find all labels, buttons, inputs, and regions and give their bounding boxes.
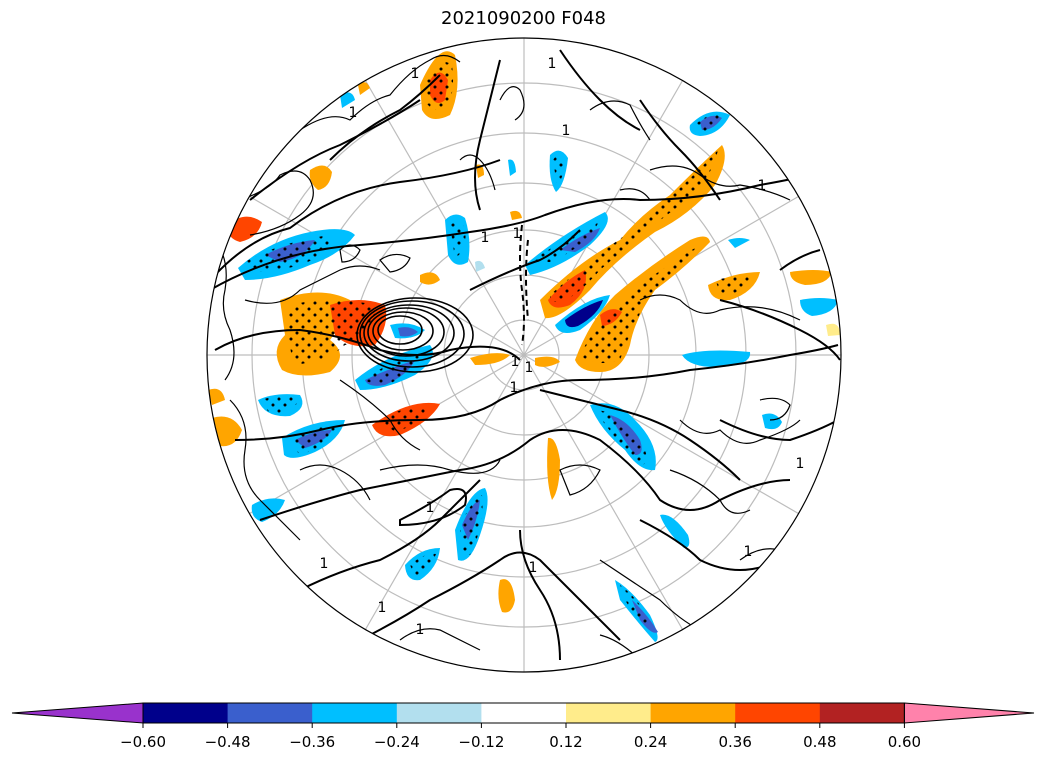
colorbar-extend-high bbox=[903, 702, 1035, 724]
colorbar-block bbox=[227, 703, 313, 723]
colorbar-tick-label: −0.60 bbox=[120, 733, 166, 751]
contour-label: 1 bbox=[548, 56, 557, 72]
colorbar-tick-label: −0.12 bbox=[458, 733, 504, 751]
dashed-contours bbox=[519, 224, 529, 346]
contour-label: 1 bbox=[416, 622, 425, 638]
colorbar-block bbox=[566, 703, 652, 723]
colorbar-tick-label: −0.48 bbox=[205, 733, 251, 751]
colorbar-block bbox=[650, 703, 736, 723]
colorbar-tick-label: 0.48 bbox=[803, 733, 836, 751]
colorbar-block bbox=[143, 703, 229, 723]
contour-label: 1 bbox=[378, 600, 387, 616]
contour-label: 1 bbox=[758, 178, 767, 194]
colorbar-block bbox=[481, 703, 567, 723]
significance-stippling bbox=[245, 62, 755, 625]
contour-label: 1 bbox=[320, 556, 329, 572]
colorbar-extend-low bbox=[11, 702, 144, 724]
contour-label: 1 bbox=[529, 560, 538, 576]
coastlines bbox=[214, 54, 801, 661]
contour-label: 1 bbox=[513, 226, 522, 242]
contour-label: 1 bbox=[744, 544, 753, 560]
contour-label: 1 bbox=[510, 380, 519, 396]
contour-label: 1 bbox=[411, 66, 420, 82]
contour-lines bbox=[209, 49, 841, 661]
low-pressure-contours bbox=[356, 297, 474, 373]
contour-label: 1 bbox=[481, 230, 490, 246]
colorbar-tick-label: −0.24 bbox=[374, 733, 420, 751]
colorbar-block bbox=[819, 703, 905, 723]
colorbar-tick-label: 0.24 bbox=[634, 733, 667, 751]
colorbar-ticks: −0.60 −0.48 −0.36 −0.24 −0.12 0.12 0.24 0.36 0.4… bbox=[120, 723, 921, 751]
colorbar-tick-label: 0.60 bbox=[888, 733, 921, 751]
map-boundary bbox=[206, 37, 842, 673]
contour-label: 1 bbox=[511, 354, 520, 370]
contour-label: 1 bbox=[525, 360, 534, 376]
colorbar-tick-label: 0.12 bbox=[549, 733, 582, 751]
contour-label: 1 bbox=[349, 105, 358, 121]
colorbar-block bbox=[312, 703, 398, 723]
polar-map: 1 1 1 1 1 1 1 1 1 1 1 1 1 1 1 1 1 bbox=[206, 37, 842, 673]
plot-title: 2021090200 F048 bbox=[441, 8, 606, 29]
contour-labels: 1 1 1 1 1 1 1 1 1 1 1 1 1 1 1 1 1 bbox=[320, 56, 805, 638]
colorbar-blocks bbox=[11, 702, 1035, 724]
contour-label: 1 bbox=[562, 123, 571, 139]
contour-label: 1 bbox=[426, 500, 435, 516]
colorbar-tick-label: −0.36 bbox=[289, 733, 335, 751]
colorbar-tick-label: 0.36 bbox=[718, 733, 751, 751]
contour-label: 1 bbox=[796, 456, 805, 472]
colorbar-block bbox=[396, 703, 482, 723]
colorbar-outline bbox=[142, 702, 905, 724]
colorbar-block bbox=[735, 703, 821, 723]
